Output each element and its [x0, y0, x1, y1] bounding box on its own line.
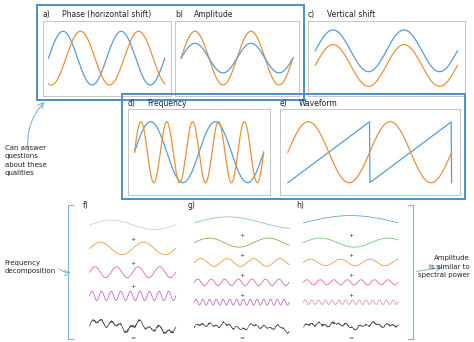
Text: b): b): [175, 10, 183, 19]
Text: +: +: [348, 293, 354, 298]
Text: =: =: [130, 336, 136, 341]
Text: Vertical shift: Vertical shift: [327, 10, 375, 19]
Text: +: +: [239, 253, 245, 258]
Text: Can answer
questions
about these
qualities: Can answer questions about these qualiti…: [5, 145, 46, 176]
Text: g): g): [187, 201, 195, 210]
Text: c): c): [308, 10, 315, 19]
Text: Phase (horizontal shift): Phase (horizontal shift): [62, 10, 151, 19]
Text: Amplitude: Amplitude: [194, 10, 234, 19]
Text: +: +: [239, 273, 245, 278]
Text: +: +: [348, 253, 354, 258]
Text: +: +: [348, 233, 354, 238]
Text: +: +: [239, 293, 245, 298]
Text: +: +: [239, 233, 245, 238]
Text: =: =: [348, 336, 354, 341]
Text: Frequency
decomposition: Frequency decomposition: [5, 260, 56, 274]
Text: e): e): [280, 99, 287, 108]
Text: +: +: [348, 273, 354, 278]
Text: Waveform: Waveform: [299, 99, 337, 108]
Text: +: +: [130, 261, 136, 266]
Text: d): d): [128, 99, 136, 108]
Text: a): a): [43, 10, 50, 19]
Text: Frequency: Frequency: [147, 99, 186, 108]
Text: Amplitude
is similar to
spectral power: Amplitude is similar to spectral power: [418, 255, 469, 278]
Text: =: =: [239, 336, 245, 341]
Text: h): h): [296, 201, 304, 210]
Text: +: +: [130, 237, 136, 242]
Text: f): f): [83, 201, 89, 210]
Text: +: +: [130, 285, 136, 289]
